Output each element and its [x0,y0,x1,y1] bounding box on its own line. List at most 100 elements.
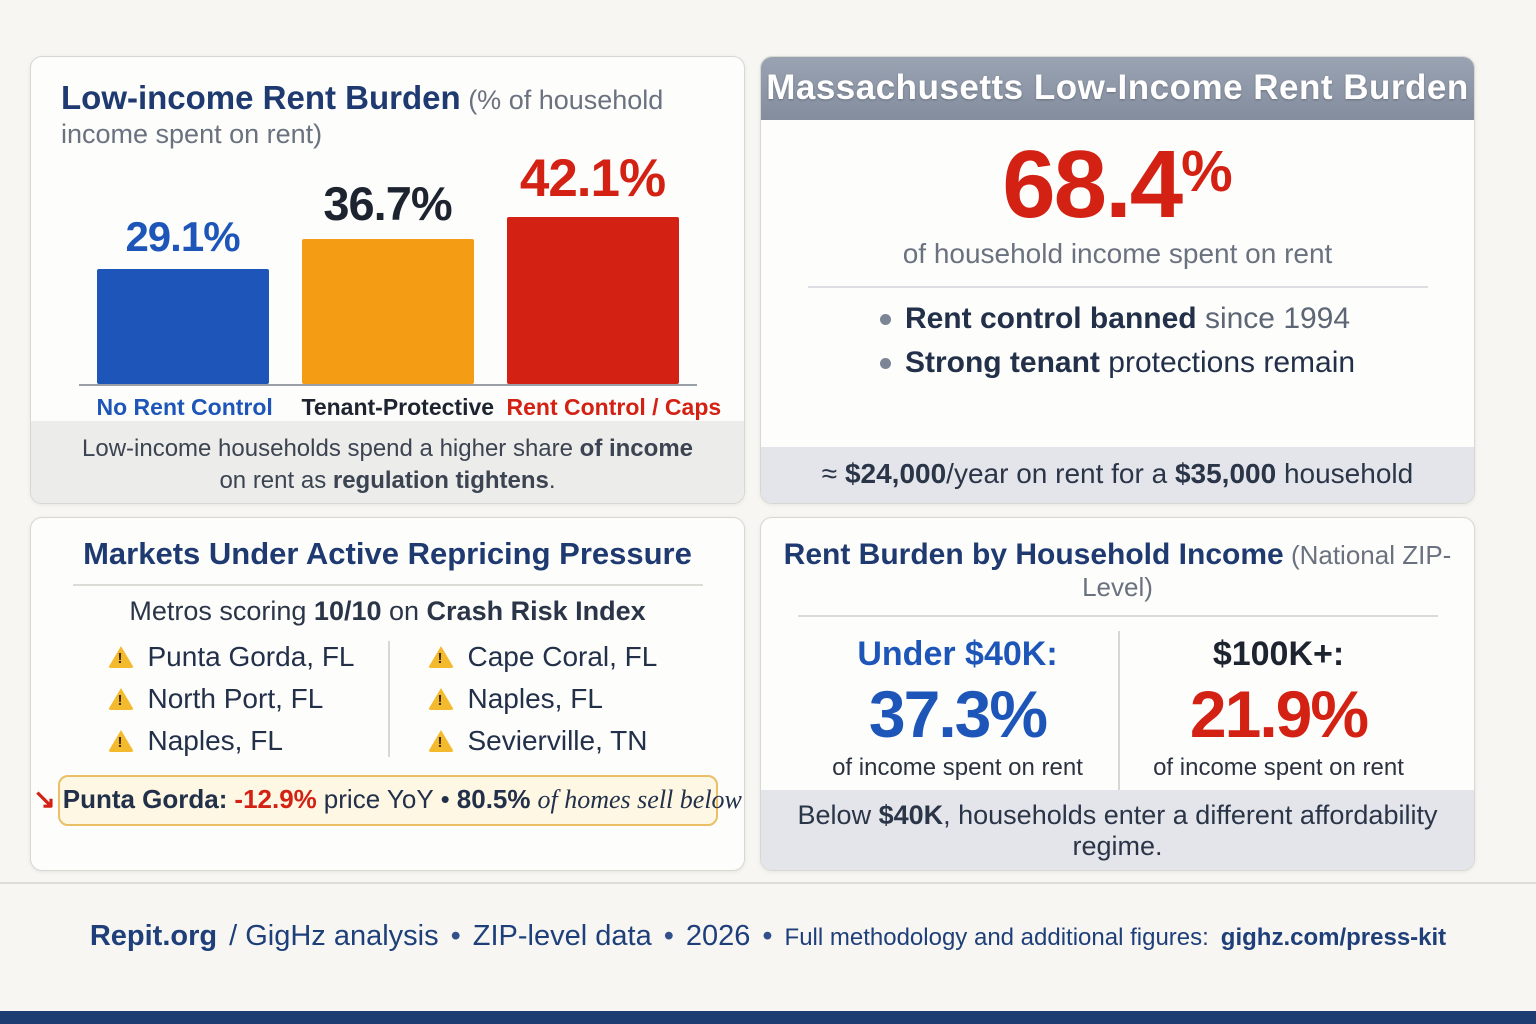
band-text: ≈ [821,458,845,489]
income-stat-caption: of income spent on rent [1153,754,1404,781]
highlight-negative-value: -12.9% [234,784,317,814]
big-stat-percent-sign: % [1181,139,1233,204]
warning-icon [427,730,454,752]
bullet-text: Rent control banned since 1994 [905,302,1350,336]
band-bold: $35,000 [1174,458,1277,489]
footer: Repit.org / GigHz analysis • ZIP-level d… [0,920,1536,953]
big-stat-number: 68.4 [1002,131,1183,238]
bullet-icon [879,313,891,325]
metro-name: North Port, FL [147,683,324,714]
highlight-bold: 80.5% [456,784,531,814]
separator-dot: • [440,784,450,814]
caption-bold: regulation tightens [332,467,549,495]
income-stats: Under $40K: 37.3% of income spent on ren… [798,631,1438,790]
bar-value-label: 36.7% [323,177,452,230]
subtitle-text: on [381,596,427,626]
massachusetts-bullet-list: Rent control banned since 1994 Strong te… [879,302,1355,380]
metro-name: Cape Coral, FL [467,641,658,672]
caption-text: . [548,467,556,495]
footer-item: 2026 [685,920,751,952]
panel-grid: Low-income Rent Burden (% of household i… [30,56,1475,871]
press-kit-link[interactable]: gighz.com/press-kit [1220,924,1447,951]
band-bold: $24,000 [844,458,947,489]
bar-group-rent-control-caps: 42.1% [506,148,679,384]
footer-item: ZIP-level data [472,920,652,952]
massachusetts-header: Massachusetts Low-Income Rent Burden [761,57,1474,120]
category-label-rent-control-caps: Rent Control / Caps [506,394,722,420]
band-text: household [1276,458,1414,489]
bar-group-no-rent-control: 29.1% [96,213,269,384]
separator-dot: • [450,920,461,952]
caption-bold: of income [579,435,693,462]
bullet-bold: Strong tenant [904,346,1100,379]
separator-dot: • [762,920,773,952]
brand-name: Repit.org [89,920,218,952]
income-stat-label: $100K+: [1212,635,1345,673]
bottom-accent-bar [0,1011,1536,1024]
income-stat-caption: of income spent on rent [832,754,1083,781]
x-axis-line [78,384,697,386]
bullet-icon [879,357,891,369]
income-footnote-band: Below $40K, households enter a different… [761,790,1474,870]
highlight-italic: of homes sell below [537,785,742,814]
chart-caption: Low-income households spend a higher sha… [31,421,744,503]
list-item: Sevierville, TN [427,725,698,757]
big-stat-caption: of household income spent on rent [902,238,1333,269]
subtitle-bold: 10/10 [313,596,382,626]
band-text: , households enter a different affordabi… [943,800,1438,861]
caption-text: on rent as [219,467,333,495]
metro-column-left: Punta Gorda, FL North Port, FL Naples, F… [78,641,388,757]
divider [72,584,703,586]
subtitle-text: Metros scoring [129,596,314,626]
panel-repricing-markets: Markets Under Active Repricing Pressure … [30,517,745,871]
chart-subtitle-text: (% of household income spent on rent) [61,85,664,150]
category-labels: No Rent Control Tenant-Protective Rent C… [31,394,744,421]
band-bold: $40K [878,800,944,830]
metro-list: Punta Gorda, FL North Port, FL Naples, F… [78,641,698,757]
list-item: Rent control banned since 1994 [879,302,1355,336]
band-text: /year on rent for a [946,458,1175,489]
bullet-rest: protections remain [1099,346,1356,379]
metro-name: Punta Gorda, FL [147,641,355,672]
bar-no-rent-control [96,269,269,384]
highlight-text: price YoY [323,784,434,814]
bar-chart: 29.1% 36.7% 42.1% [31,149,744,384]
bar-rent-control-caps [506,217,679,384]
massachusetts-footnote-band: ≈ $24,000/year on rent for a $35,000 hou… [761,447,1474,503]
warning-icon [107,646,134,668]
bar-value-label: 29.1% [125,213,240,260]
highlight-bold: Punta Gorda: [62,784,228,814]
bullet-text: Strong tenant protections remain [905,346,1355,380]
band-text: Below [797,800,879,830]
metro-column-right: Cape Coral, FL Naples, FL Sevierville, T… [387,641,698,757]
income-stat-value: 37.3% [868,677,1048,751]
warning-icon [427,688,454,710]
bar-tenant-protective [301,239,474,384]
markets-subtitle: Metros scoring 10/10 on Crash Risk Index [31,596,744,627]
list-item: Strong tenant protections remain [879,346,1355,380]
metro-name: Sevierville, TN [467,725,648,756]
caption-text: Low-income households spend a higher sha… [82,435,580,462]
massachusetts-big-stat: 68.4% [761,130,1474,240]
income-stat-label: Under $40K: [857,635,1058,673]
subtitle-bold: Crash Risk Index [426,596,646,626]
warning-icon [107,688,134,710]
income-stat-under-40k: Under $40K: 37.3% of income spent on ren… [798,631,1118,790]
warning-icon [107,730,134,752]
metro-name: Naples, FL [147,725,283,756]
metro-name: Naples, FL [467,683,603,714]
income-stat-100k-plus: $100K+: 21.9% of income spent on rent [1117,631,1438,790]
bar-group-tenant-protective: 36.7% [301,176,474,384]
category-label-tenant-protective: Tenant-Protective [301,394,495,420]
category-label-no-rent-control: No Rent Control [96,394,273,420]
footer-divider [0,882,1536,884]
chart-title-text: Low-income Rent Burden [61,79,461,116]
list-item: North Port, FL [107,683,388,715]
divider [797,615,1438,617]
bullet-bold: Rent control banned [904,302,1197,335]
down-right-arrow-icon: ↘ [33,784,56,814]
bar-value-label: 42.1% [519,149,666,208]
markets-title: Markets Under Active Repricing Pressure [83,536,692,571]
panel-rent-burden-chart: Low-income Rent Burden (% of household i… [30,56,745,504]
